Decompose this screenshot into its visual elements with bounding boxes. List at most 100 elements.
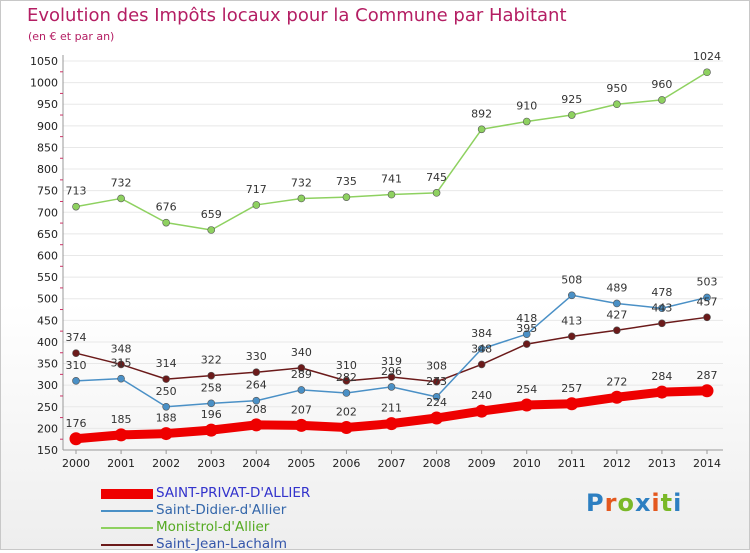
- data-point: [522, 330, 531, 338]
- data-point: [477, 345, 486, 353]
- data-label: 427: [606, 308, 627, 321]
- data-label: 741: [381, 173, 402, 186]
- logo-letter: i: [651, 489, 661, 517]
- x-tick-label: 2003: [197, 457, 225, 470]
- data-point: [477, 360, 486, 369]
- x-tick-label: 2005: [287, 457, 315, 470]
- data-point: [252, 368, 261, 377]
- y-tick-label: 600: [37, 250, 58, 263]
- data-label: 457: [697, 295, 718, 308]
- data-label: 257: [561, 382, 582, 395]
- x-tick-label: 2009: [468, 457, 496, 470]
- data-point: [567, 111, 576, 119]
- data-point: [658, 96, 666, 104]
- data-label: 289: [291, 368, 312, 381]
- data-point: [69, 432, 83, 446]
- data-point: [658, 304, 666, 313]
- data-point: [610, 390, 624, 404]
- y-tick-label: 900: [37, 120, 58, 133]
- data-label: 188: [156, 412, 177, 425]
- y-tick-label: 250: [37, 401, 58, 414]
- data-label: 443: [651, 301, 672, 314]
- data-label: 208: [246, 403, 267, 416]
- legend-label: SAINT-PRIVAT-D'ALLIER: [156, 485, 311, 501]
- data-label: 250: [156, 385, 177, 398]
- y-tick-label: 400: [37, 336, 58, 349]
- y-tick-label: 1000: [30, 77, 58, 90]
- data-label: 925: [561, 93, 582, 106]
- logo-letter: o: [617, 489, 635, 517]
- data-point: [520, 398, 534, 412]
- y-tick-label: 700: [37, 206, 58, 219]
- data-label: 202: [336, 406, 357, 419]
- data-point: [159, 427, 173, 441]
- x-tick-label: 2000: [62, 457, 90, 470]
- data-label: 503: [697, 275, 718, 288]
- data-label: 207: [291, 403, 312, 416]
- data-label: 892: [471, 107, 492, 120]
- logo-letter: t: [660, 489, 674, 517]
- data-label: 745: [426, 171, 447, 184]
- data-point: [658, 319, 666, 328]
- data-point: [114, 428, 128, 442]
- line-chart: 150 200 250 300 350 400 450 500 550 600 650 700 750 8…: [30, 50, 723, 470]
- logo-letter: P: [586, 489, 605, 517]
- y-tick-label: 200: [37, 422, 58, 435]
- data-point: [387, 190, 396, 199]
- y-tick-label: 150: [37, 444, 58, 457]
- data-label: 319: [381, 355, 402, 368]
- data-point: [162, 218, 170, 227]
- data-point: [567, 332, 576, 341]
- data-point: [385, 417, 398, 431]
- data-label: 960: [651, 78, 672, 91]
- data-label: 478: [651, 286, 672, 299]
- data-point: [703, 313, 711, 322]
- x-tick-label: 2011: [558, 457, 586, 470]
- x-tick-label: 2002: [152, 457, 180, 470]
- data-label: 315: [111, 357, 132, 370]
- y-tick-label: 550: [37, 271, 58, 284]
- x-tick-label: 2001: [107, 457, 135, 470]
- legend-label: Saint-Jean-Lachalm: [156, 536, 287, 552]
- y-tick-label: 950: [37, 98, 58, 111]
- data-label: 676: [156, 201, 177, 214]
- data-point: [249, 418, 263, 432]
- legend-swatch: [101, 488, 153, 499]
- data-label: 374: [66, 331, 87, 344]
- y-tick-label: 1050: [30, 55, 58, 68]
- data-label: 258: [201, 381, 222, 394]
- chart-subtitle: (en € et par an): [28, 30, 115, 43]
- data-label: 508: [561, 273, 582, 286]
- data-label: 196: [201, 408, 222, 421]
- data-label: 254: [516, 383, 537, 396]
- data-point: [297, 386, 306, 394]
- data-point: [252, 201, 261, 209]
- data-point: [72, 377, 80, 385]
- data-point: [207, 226, 216, 234]
- data-label: 713: [66, 185, 87, 198]
- data-point: [430, 411, 444, 425]
- y-tick-label: 450: [37, 314, 58, 327]
- data-point: [387, 383, 396, 391]
- data-label: 384: [471, 327, 492, 340]
- y-tick-label: 800: [37, 163, 58, 176]
- data-label: 185: [111, 413, 132, 426]
- data-point: [162, 375, 170, 383]
- data-label: 310: [66, 359, 87, 372]
- data-label: 717: [246, 183, 267, 196]
- data-point: [342, 389, 351, 397]
- data-label: 211: [381, 402, 402, 415]
- x-tick-label: 2007: [378, 457, 406, 470]
- data-point: [432, 393, 441, 401]
- data-label: 176: [66, 417, 87, 430]
- data-point: [703, 293, 711, 302]
- data-point: [72, 202, 80, 211]
- data-label: 1024: [693, 50, 721, 63]
- proxiti-logo: Proxiti: [586, 489, 682, 517]
- data-point: [204, 423, 218, 437]
- logo-letter: r: [604, 489, 618, 517]
- data-point: [294, 418, 308, 432]
- data-point: [117, 374, 125, 383]
- data-label: 224: [426, 396, 447, 409]
- data-point: [613, 326, 621, 335]
